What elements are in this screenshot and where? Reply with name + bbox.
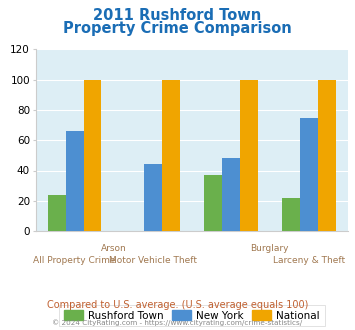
Text: Arson: Arson [101, 244, 126, 253]
Text: © 2024 CityRating.com - https://www.cityrating.com/crime-statistics/: © 2024 CityRating.com - https://www.city… [53, 319, 302, 326]
Bar [222, 158, 240, 231]
Legend: Rushford Town, New York, National: Rushford Town, New York, National [59, 305, 324, 326]
Text: All Property Crime: All Property Crime [33, 256, 116, 265]
Bar [300, 117, 318, 231]
Bar [144, 164, 162, 231]
Bar [66, 131, 83, 231]
Text: Compared to U.S. average. (U.S. average equals 100): Compared to U.S. average. (U.S. average … [47, 300, 308, 310]
Bar [204, 175, 222, 231]
Text: Motor Vehicle Theft: Motor Vehicle Theft [109, 256, 197, 265]
Bar [48, 195, 66, 231]
Text: Larceny & Theft: Larceny & Theft [273, 256, 345, 265]
Bar [318, 80, 336, 231]
Bar [162, 80, 180, 231]
Text: 2011 Rushford Town: 2011 Rushford Town [93, 8, 262, 23]
Text: Burglary: Burglary [251, 244, 289, 253]
Bar [83, 80, 102, 231]
Bar [240, 80, 258, 231]
Text: Property Crime Comparison: Property Crime Comparison [63, 21, 292, 36]
Bar [282, 198, 300, 231]
